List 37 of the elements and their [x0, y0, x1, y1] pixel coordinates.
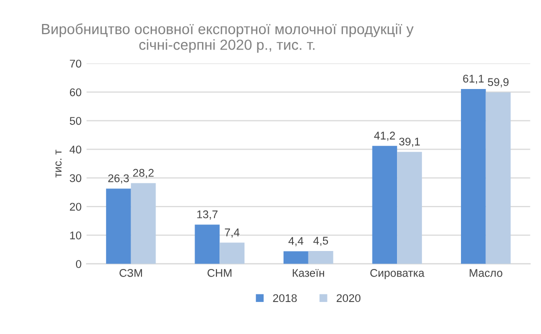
y-tick-label: 0 — [76, 260, 82, 268]
x-tick-label: Масло — [470, 269, 502, 277]
x-tick-label: СНМ — [208, 269, 232, 277]
y-tick-label: 20 — [70, 202, 82, 211]
x-tick-label: Сироватка — [370, 269, 424, 280]
data-label: 13,7 — [197, 210, 218, 220]
bar — [308, 250, 334, 264]
y-tick-label: 30 — [70, 174, 82, 182]
y-axis-title: тис. т — [56, 150, 62, 178]
data-label: 26,3 — [108, 174, 129, 184]
x-tick-label: Казеїн — [292, 269, 324, 277]
x-tick-label: СЗМ — [120, 269, 142, 277]
bar — [220, 242, 244, 264]
data-label: 41,2 — [374, 132, 395, 141]
bar — [106, 188, 131, 264]
data-label: 4,5 — [313, 236, 328, 246]
bar — [284, 251, 308, 264]
bar — [460, 88, 486, 264]
data-label: 39,1 — [399, 138, 420, 147]
bar — [372, 146, 398, 264]
legend-label: 2018 — [273, 294, 297, 302]
data-label: 28,2 — [133, 168, 154, 178]
y-tick-label: 70 — [70, 60, 82, 68]
bar — [397, 152, 422, 264]
y-tick-label: 60 — [70, 88, 82, 96]
bar — [194, 224, 220, 264]
data-label: 4,4 — [288, 237, 304, 246]
y-tick-label: 40 — [70, 146, 82, 154]
bar — [130, 183, 156, 264]
data-label: 59,9 — [488, 78, 509, 88]
data-label: 61,1 — [463, 74, 484, 84]
data-label: 7,4 — [224, 228, 240, 238]
legend-label: 2020 — [336, 294, 360, 302]
chart-title: Виробництво основної експортної молочної продукції у січні-серпні 2020 р., тис. т. — [42, 23, 414, 53]
y-tick-label: 50 — [70, 116, 82, 125]
bar — [486, 92, 511, 264]
y-tick-label: 10 — [70, 232, 82, 240]
